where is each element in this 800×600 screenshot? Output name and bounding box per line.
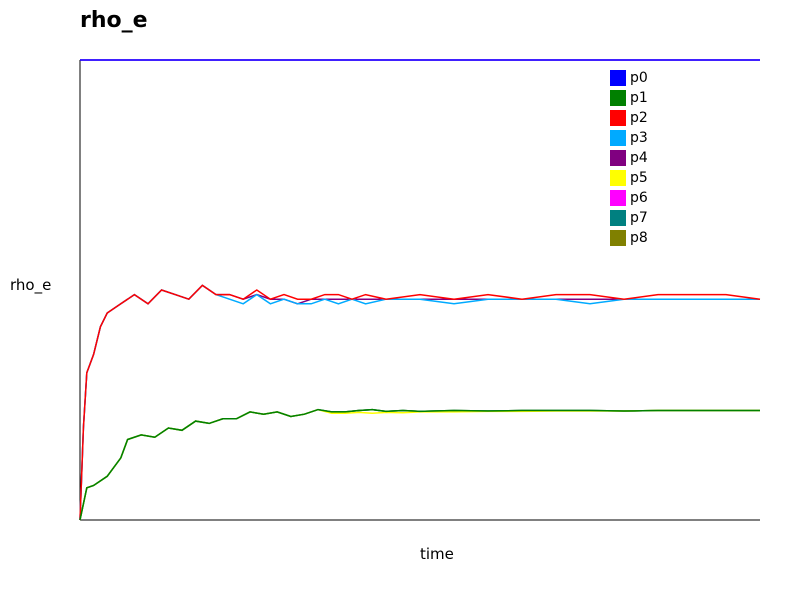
legend-label-p5: p5	[630, 170, 648, 186]
series-line-p7	[79, 408, 760, 521]
legend-swatch-p4	[610, 150, 626, 166]
series-line-p4	[79, 284, 760, 521]
legend-item-p1: p1	[610, 88, 648, 108]
legend-swatch-p1	[610, 90, 626, 106]
legend-item-p3: p3	[610, 128, 648, 148]
legend-label-p8: p8	[630, 230, 648, 246]
legend-swatch-p2	[610, 110, 626, 126]
series-layer	[79, 59, 761, 521]
legend-swatch-p8	[610, 230, 626, 246]
legend-swatch-p5	[610, 170, 626, 186]
legend-swatch-p6	[610, 190, 626, 206]
series-line-p1	[79, 408, 760, 521]
legend-swatch-p0	[610, 70, 626, 86]
legend-label-p7: p7	[630, 210, 648, 226]
legend-label-p6: p6	[630, 190, 648, 206]
legend-label-p4: p4	[630, 150, 648, 166]
legend-label-p1: p1	[630, 90, 648, 106]
y-axis-label: rho_e	[10, 276, 52, 294]
legend-item-p0: p0	[610, 68, 648, 88]
legend-item-p6: p6	[610, 188, 648, 208]
legend-swatch-p3	[610, 130, 626, 146]
series-line-p5	[79, 408, 760, 521]
legend-label-p2: p2	[630, 110, 648, 126]
legend-swatch-p7	[610, 210, 626, 226]
legend-item-p4: p4	[610, 148, 648, 168]
series-line-p3	[79, 284, 760, 521]
legend-item-p7: p7	[610, 208, 648, 228]
legend: p0 p1 p2 p3 p4 p5 p6 p7 p8	[610, 68, 648, 248]
series-line-p8	[79, 408, 760, 521]
x-axis-label: time	[420, 545, 454, 563]
series-line-p2	[79, 284, 761, 521]
legend-item-p5: p5	[610, 168, 648, 188]
legend-item-p2: p2	[610, 108, 648, 128]
chart-title: rho_e	[80, 8, 148, 33]
legend-label-p3: p3	[630, 130, 648, 146]
legend-item-p8: p8	[610, 228, 648, 248]
legend-label-p0: p0	[630, 70, 648, 86]
